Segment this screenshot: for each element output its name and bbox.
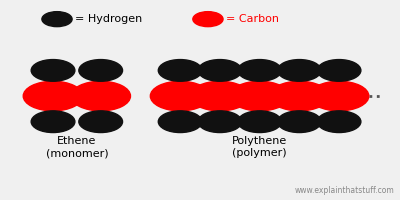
- Circle shape: [79, 60, 122, 81]
- Circle shape: [317, 111, 361, 133]
- Text: = Carbon: = Carbon: [226, 14, 279, 24]
- Circle shape: [71, 81, 130, 111]
- Circle shape: [278, 60, 321, 81]
- Circle shape: [31, 60, 75, 81]
- Circle shape: [31, 111, 75, 133]
- Circle shape: [230, 81, 289, 111]
- Circle shape: [158, 111, 202, 133]
- Circle shape: [278, 111, 321, 133]
- Circle shape: [158, 60, 202, 81]
- Text: www.explainthatstuff.com: www.explainthatstuff.com: [295, 186, 395, 195]
- Circle shape: [238, 111, 282, 133]
- Circle shape: [79, 111, 122, 133]
- Circle shape: [238, 60, 282, 81]
- Circle shape: [309, 81, 369, 111]
- Text: Ethene
(monomer): Ethene (monomer): [46, 136, 108, 158]
- Circle shape: [198, 111, 242, 133]
- Circle shape: [193, 12, 223, 27]
- Text: = Hydrogen: = Hydrogen: [75, 14, 142, 24]
- Circle shape: [150, 81, 210, 111]
- Circle shape: [23, 81, 83, 111]
- Circle shape: [198, 60, 242, 81]
- Text: Polythene
(polymer): Polythene (polymer): [232, 136, 287, 158]
- Circle shape: [42, 12, 72, 27]
- Circle shape: [190, 81, 250, 111]
- Circle shape: [270, 81, 329, 111]
- Circle shape: [317, 60, 361, 81]
